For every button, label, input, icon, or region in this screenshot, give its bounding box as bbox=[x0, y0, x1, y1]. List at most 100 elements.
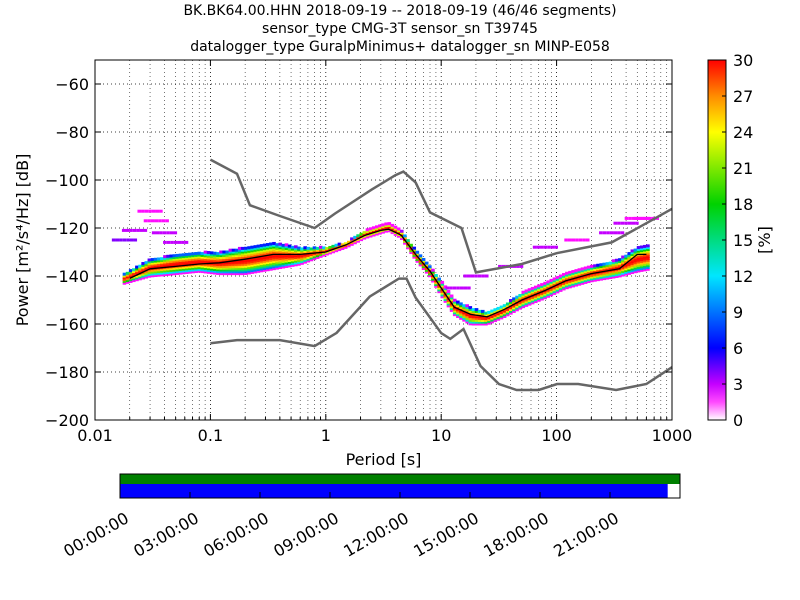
psd-cell bbox=[272, 259, 276, 263]
psd-cell bbox=[421, 266, 426, 270]
psd-cell bbox=[225, 268, 230, 272]
psd-cell bbox=[415, 256, 420, 260]
psd-cell bbox=[577, 271, 582, 275]
psd-cell bbox=[496, 308, 501, 312]
psd-cell bbox=[194, 266, 198, 270]
psd-cell bbox=[237, 246, 242, 250]
psd-cell bbox=[269, 247, 273, 251]
psd-cell bbox=[178, 253, 183, 257]
psd-cell bbox=[181, 271, 186, 275]
psd-cell bbox=[219, 268, 223, 272]
psd-cell bbox=[250, 260, 255, 264]
psd-cell bbox=[440, 282, 445, 286]
psd-cell bbox=[241, 252, 245, 256]
psd-cell bbox=[138, 275, 142, 279]
psd-cell bbox=[459, 304, 463, 308]
psd-cell bbox=[428, 267, 432, 271]
psd-cell bbox=[474, 311, 479, 315]
psd-cell bbox=[209, 256, 214, 260]
psd-cell bbox=[278, 258, 283, 262]
psd-outlier-cell bbox=[498, 264, 502, 268]
psd-cell bbox=[234, 254, 239, 258]
psd-cell bbox=[297, 255, 301, 259]
psd-cell bbox=[546, 285, 551, 289]
psd-cell bbox=[480, 311, 485, 315]
psd-cell bbox=[586, 278, 591, 282]
psd-cell bbox=[642, 264, 647, 268]
psd-cell bbox=[446, 291, 451, 295]
psd-cell bbox=[627, 266, 632, 270]
psd-cell bbox=[175, 261, 180, 265]
psd-cell bbox=[443, 296, 448, 300]
psd-cell bbox=[150, 265, 155, 269]
psd-cell bbox=[568, 272, 572, 276]
psd-cell bbox=[630, 254, 635, 258]
y-tick-label: −60 bbox=[55, 75, 89, 94]
psd-cell bbox=[191, 257, 195, 261]
psd-cell bbox=[487, 318, 491, 322]
psd-cell bbox=[393, 225, 398, 229]
psd-outlier-cell bbox=[578, 238, 583, 242]
psd-cell bbox=[231, 250, 236, 254]
psd-cell bbox=[639, 259, 644, 263]
psd-cell bbox=[586, 265, 591, 269]
psd-cell bbox=[509, 308, 513, 312]
psd-cell bbox=[178, 269, 183, 273]
psd-outlier-cell bbox=[163, 240, 167, 244]
psd-cell bbox=[424, 270, 429, 274]
psd-cell bbox=[272, 256, 276, 260]
psd-cell bbox=[153, 272, 158, 276]
psd-cell bbox=[468, 320, 473, 324]
psd-cell bbox=[593, 269, 597, 273]
psd-cell bbox=[256, 260, 261, 264]
psd-cell bbox=[543, 296, 547, 300]
psd-cell bbox=[294, 261, 298, 265]
psd-cell bbox=[287, 255, 292, 259]
psd-cell bbox=[259, 267, 264, 271]
psd-cell bbox=[571, 280, 575, 284]
psd-cell bbox=[228, 248, 233, 252]
psd-cell bbox=[580, 281, 585, 285]
psd-cell bbox=[509, 299, 513, 303]
psd-cell bbox=[194, 257, 198, 261]
psd-cell bbox=[571, 284, 575, 288]
psd-cell bbox=[144, 271, 149, 275]
psd-outlier-cell bbox=[184, 240, 189, 244]
psd-cell bbox=[636, 251, 641, 255]
psd-cell bbox=[449, 299, 454, 303]
psd-cell bbox=[244, 271, 248, 275]
psd-cell bbox=[614, 269, 619, 273]
psd-cell bbox=[222, 270, 226, 274]
psd-cell bbox=[624, 260, 628, 264]
psd-cell bbox=[571, 273, 575, 277]
psd-outlier-cell bbox=[181, 240, 185, 244]
psd-cell bbox=[125, 280, 130, 284]
psd-cell bbox=[269, 256, 273, 260]
psd-cell bbox=[561, 276, 566, 280]
psd-outlier-cell bbox=[617, 231, 621, 235]
x-tick-label: 100 bbox=[541, 426, 572, 445]
psd-cell bbox=[533, 296, 538, 300]
psd-cell bbox=[596, 276, 600, 280]
psd-cell bbox=[244, 252, 248, 256]
psd-outlier-cell bbox=[121, 228, 126, 232]
psd-cell bbox=[471, 317, 476, 321]
psd-outlier-cell bbox=[125, 228, 130, 232]
psd-cell bbox=[527, 300, 532, 304]
psd-cell bbox=[574, 274, 579, 278]
psd-outlier-cell bbox=[620, 231, 625, 235]
psd-cell bbox=[231, 270, 236, 274]
psd-cell bbox=[194, 261, 198, 265]
psd-cell bbox=[250, 263, 255, 267]
psd-cell bbox=[487, 310, 491, 314]
psd-cell bbox=[172, 259, 177, 263]
psd-cell bbox=[627, 252, 632, 256]
psd-cell bbox=[197, 260, 202, 264]
psd-cell bbox=[621, 257, 625, 261]
psd-cell bbox=[194, 255, 198, 259]
psd-cell bbox=[200, 270, 205, 274]
psd-cell bbox=[178, 257, 183, 261]
psd-cell bbox=[209, 269, 214, 273]
psd-cell bbox=[331, 246, 336, 250]
psd-cell bbox=[281, 245, 286, 249]
